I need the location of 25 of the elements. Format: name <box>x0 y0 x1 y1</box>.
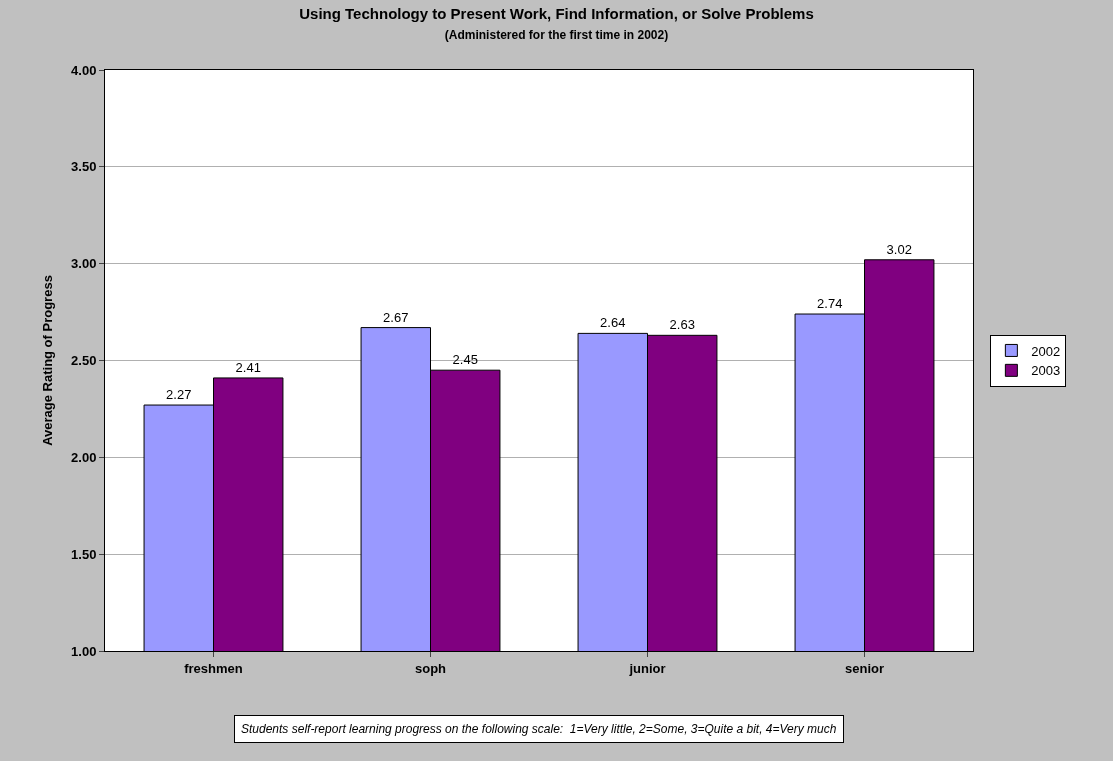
y-tick-label: 2.00 <box>71 449 97 465</box>
data-label: 2.64 <box>600 315 626 331</box>
chart-title: Using Technology to Present Work, Find Information, or Solve Problems <box>299 5 814 23</box>
y-axis-title: Average Rating of Progress <box>40 275 56 446</box>
y-tick-label: 4.00 <box>71 62 97 78</box>
y-tick-label: 3.50 <box>71 159 97 175</box>
y-tick-label: 3.00 <box>71 256 97 272</box>
data-label: 2.74 <box>817 296 843 312</box>
y-tick-label: 1.50 <box>71 546 97 562</box>
x-tick-label: senior <box>844 660 885 676</box>
x-tick-label: junior <box>628 660 666 676</box>
chart-subtitle: (Administered for the first time in 2002) <box>444 27 669 42</box>
x-tick-label: soph <box>414 660 447 676</box>
text: Students self-report learning progress on the following scale: 1=Very little, 2=Some, 3=Quite a bit, 4=Very much <box>241 722 837 736</box>
data-label: 3.02 <box>886 241 912 257</box>
data-label: 2.41 <box>235 359 261 375</box>
data-label: 2.63 <box>669 317 695 333</box>
y-tick-label: 2.50 <box>71 353 97 369</box>
legend-label: 2002 <box>1031 343 1061 359</box>
data-label: 2.27 <box>166 387 192 403</box>
data-label: 2.45 <box>452 352 478 368</box>
x-tick-label: freshmen <box>184 660 243 676</box>
y-tick-label: 1.00 <box>71 643 97 659</box>
legend-label: 2003 <box>1031 363 1061 379</box>
data-label: 2.67 <box>383 309 409 325</box>
